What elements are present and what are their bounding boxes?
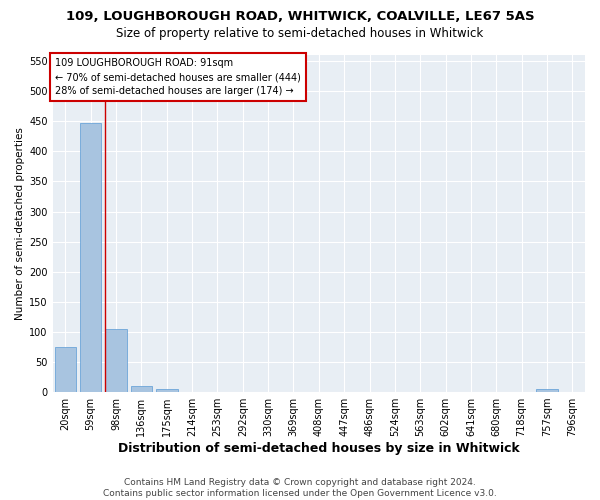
Bar xyxy=(55,347,76,392)
Text: 109 LOUGHBOROUGH ROAD: 91sqm
← 70% of semi-detached houses are smaller (444)
28%: 109 LOUGHBOROUGH ROAD: 91sqm ← 70% of se… xyxy=(55,58,301,96)
Bar xyxy=(105,329,127,392)
Text: Contains HM Land Registry data © Crown copyright and database right 2024.
Contai: Contains HM Land Registry data © Crown c… xyxy=(103,478,497,498)
Text: 109, LOUGHBOROUGH ROAD, WHITWICK, COALVILLE, LE67 5AS: 109, LOUGHBOROUGH ROAD, WHITWICK, COALVI… xyxy=(65,10,535,23)
Bar xyxy=(156,389,178,392)
X-axis label: Distribution of semi-detached houses by size in Whitwick: Distribution of semi-detached houses by … xyxy=(118,442,520,455)
Text: Size of property relative to semi-detached houses in Whitwick: Size of property relative to semi-detach… xyxy=(116,28,484,40)
Bar xyxy=(536,389,558,392)
Bar xyxy=(131,386,152,392)
Y-axis label: Number of semi-detached properties: Number of semi-detached properties xyxy=(15,127,25,320)
Bar xyxy=(80,123,101,392)
